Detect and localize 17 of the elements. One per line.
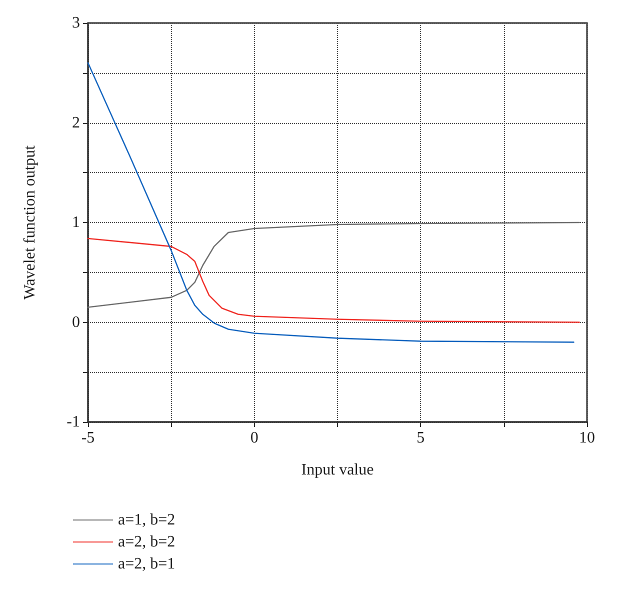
y-tick-label: -1 <box>66 414 80 430</box>
legend-label: a=1, b=2 <box>118 512 176 528</box>
y-tick-label: 3 <box>72 14 80 32</box>
x-tick-label: 0 <box>250 430 258 446</box>
y-tick-label: 1 <box>72 214 80 231</box>
x-tick-label: -5 <box>81 430 95 446</box>
legend-label: a=2, b=2 <box>118 534 176 550</box>
legend-label: a=2, b=1 <box>118 556 176 572</box>
y-axis-title: Wavelet function output <box>22 144 38 300</box>
line-series <box>87 62 574 343</box>
x-axis-title: Input value <box>301 462 374 478</box>
line-series <box>87 222 580 308</box>
x-tick-label: 5 <box>416 430 425 446</box>
y-tick-label: 2 <box>72 114 80 132</box>
line-series <box>87 238 580 323</box>
x-tick-label: 10 <box>579 430 595 446</box>
y-tick-label: 0 <box>72 314 80 331</box>
